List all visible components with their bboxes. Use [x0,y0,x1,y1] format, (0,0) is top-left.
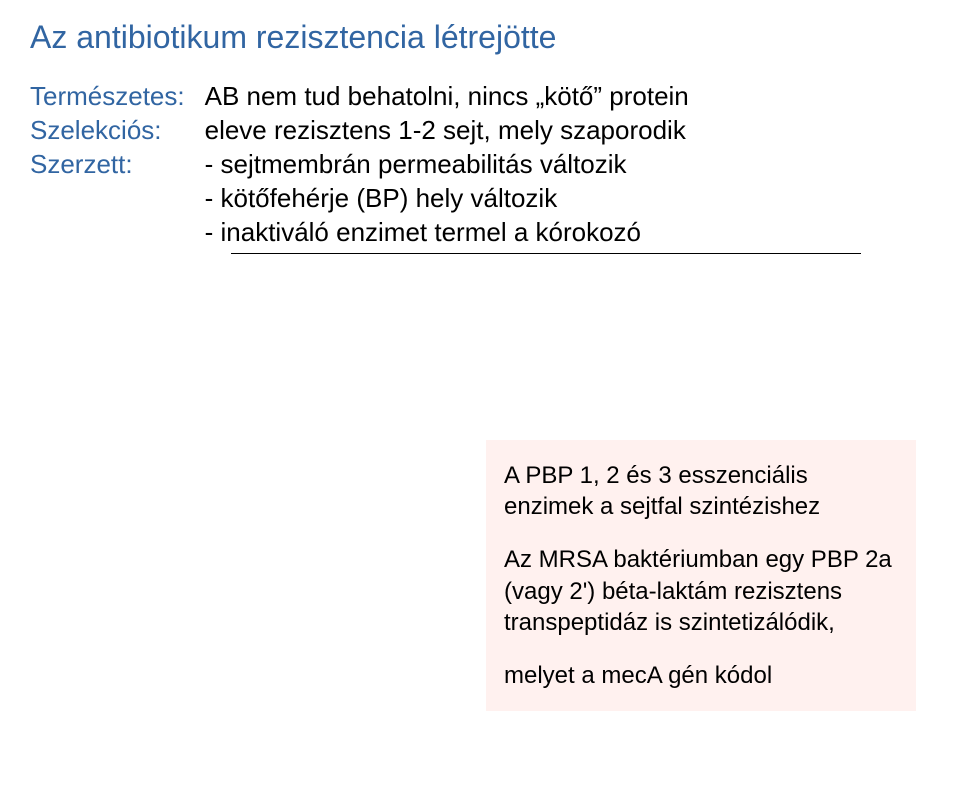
definition-row: Természetes: AB nem tud behatolni, nincs… [30,80,861,114]
value-szelekcios: eleve rezisztens 1-2 sejt, mely szaporod… [205,114,861,148]
rule-row [30,249,861,255]
slide-title: Az antibiotikum rezisztencia létrejötte [30,18,930,56]
list-item: - kötőfehérje (BP) hely változik [205,182,861,216]
list-item: - inaktiváló enzimet termel a kórokozó [205,216,861,250]
rule-spacer [30,249,205,255]
callout-paragraph: melyet a mecA gén kódol [504,660,898,691]
rule-cell [205,249,861,255]
value-szerzett: - sejtmembrán permeabilitás változik - k… [205,148,861,249]
callout-box: A PBP 1, 2 és 3 esszenciális enzimek a s… [486,440,916,711]
definitions-block: Természetes: AB nem tud behatolni, nincs… [30,80,861,255]
callout-paragraph: Az MRSA baktériumban egy PBP 2a (vagy 2'… [504,544,898,638]
horizontal-rule [231,253,861,255]
callout-paragraph: A PBP 1, 2 és 3 esszenciális enzimek a s… [504,460,898,522]
definition-row: Szerzett: - sejtmembrán permeabilitás vá… [30,148,861,249]
term-szelekcios: Szelekciós: [30,114,205,148]
list-item: - sejtmembrán permeabilitás változik [205,148,861,182]
term-termeszetes: Természetes: [30,80,205,114]
value-termeszetes: AB nem tud behatolni, nincs „kötő” prote… [205,80,861,114]
term-szerzett: Szerzett: [30,148,205,249]
slide: Az antibiotikum rezisztencia létrejötte … [0,0,960,785]
definition-row: Szelekciós: eleve rezisztens 1-2 sejt, m… [30,114,861,148]
